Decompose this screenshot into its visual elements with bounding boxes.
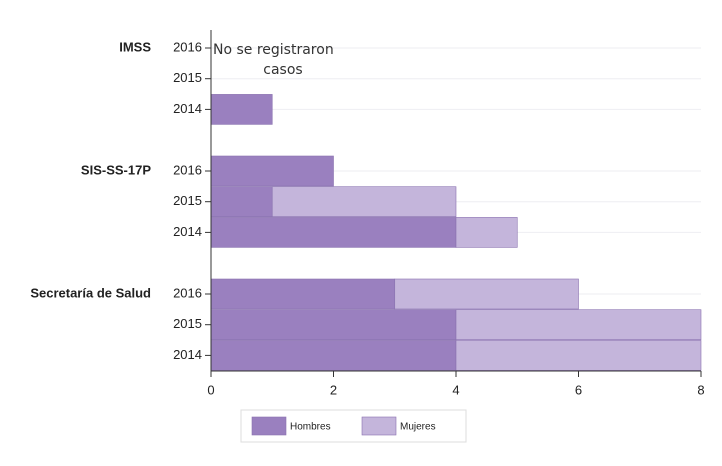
bar — [455, 217, 518, 248]
bar — [455, 340, 702, 371]
bar — [210, 278, 396, 310]
annotation: casos — [263, 62, 302, 78]
y-tick-label: 2014 — [173, 224, 202, 239]
bar — [210, 155, 334, 187]
y-tick-label: 2016 — [173, 162, 202, 177]
y-tick-label: 2016 — [173, 39, 202, 54]
legend-label: Mujeres — [400, 422, 436, 433]
group-label: SIS-SS-17P — [81, 162, 151, 177]
bar — [455, 309, 702, 341]
bar — [210, 309, 457, 341]
y-tick-label: 2016 — [173, 285, 202, 300]
y-tick-label: 2015 — [173, 70, 202, 85]
group-label: Secretaría de Salud — [30, 285, 151, 300]
legend-swatch — [251, 416, 287, 436]
x-tick-label: 4 — [452, 382, 459, 397]
bar — [394, 278, 579, 310]
legend-label: Hombres — [290, 422, 331, 433]
bar — [210, 217, 457, 248]
group-label: IMSS — [119, 39, 151, 54]
bar — [271, 186, 457, 217]
x-tick-label: 8 — [697, 382, 704, 397]
x-tick-label: 6 — [575, 382, 582, 397]
annotation: No se registraron — [213, 42, 334, 58]
y-tick-label: 2014 — [173, 347, 202, 362]
bar — [210, 186, 273, 217]
bar — [210, 94, 273, 125]
x-tick-label: 2 — [330, 382, 337, 397]
y-tick-label: 2015 — [173, 193, 202, 208]
bar — [210, 340, 457, 371]
y-tick-label: 2015 — [173, 316, 202, 331]
legend-swatch — [361, 416, 397, 436]
x-tick-label: 0 — [207, 382, 214, 397]
y-tick-label: 2014 — [173, 101, 202, 116]
